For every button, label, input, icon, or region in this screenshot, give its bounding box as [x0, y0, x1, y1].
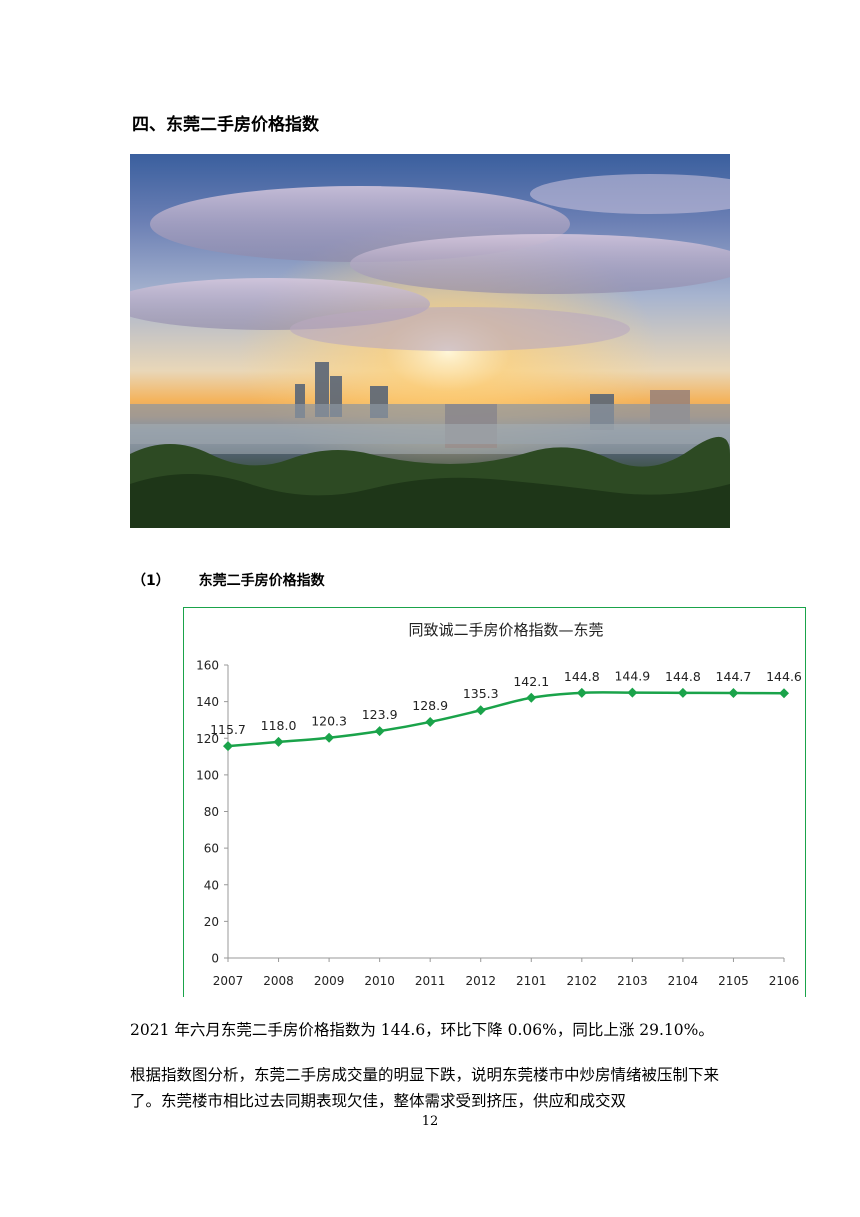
data-label: 144.6 [766, 669, 802, 684]
y-tick-label: 160 [196, 659, 219, 673]
y-tick-label: 40 [204, 878, 219, 892]
price-index-chart: 同致诚二手房价格指数—东莞 0 20 40 60 80 100 120 140 160 2007 20… [183, 607, 806, 997]
y-tick-label: 140 [196, 695, 219, 709]
data-label: 120.3 [311, 714, 347, 729]
city-skyline-photo [130, 154, 730, 528]
data-point [677, 687, 688, 698]
y-tick-label: 60 [204, 842, 219, 856]
data-point [779, 688, 789, 699]
data-label: 118.0 [261, 718, 297, 733]
data-point [576, 687, 587, 698]
data-label: 144.7 [716, 669, 752, 684]
data-point [324, 732, 335, 743]
data-label: 135.3 [463, 686, 499, 701]
x-tick-label: 2104 [668, 974, 699, 988]
page-number: 12 [421, 1114, 439, 1129]
data-point [374, 726, 385, 737]
data-label: 144.8 [564, 669, 600, 684]
data-point [627, 687, 638, 698]
data-label: 144.9 [614, 669, 650, 684]
city-skyline-illustration [130, 154, 730, 528]
x-tick-label: 2102 [567, 974, 598, 988]
y-tick-label: 20 [204, 915, 219, 929]
y-tick-label: 100 [196, 768, 219, 782]
data-label: 142.1 [513, 674, 549, 689]
x-tick-label: 2010 [364, 974, 395, 988]
y-tick-label: 0 [211, 952, 219, 966]
data-label: 128.9 [412, 698, 448, 713]
section-title: 四、东莞二手房价格指数 [132, 115, 319, 135]
x-tick-label: 2007 [213, 974, 244, 988]
paragraph-analysis: 根据指数图分析，东莞二手房成交量的明显下跌，说明东莞楼市中炒房情绪被压制下来了。… [130, 1066, 720, 1110]
y-tick-label: 80 [204, 805, 219, 819]
subheading-number: （1） [132, 573, 170, 589]
chart-canvas: 同致诚二手房价格指数—东莞 0 20 40 60 80 100 120 140 160 2007 20… [196, 621, 802, 988]
data-point [526, 692, 537, 703]
data-label: 144.8 [665, 669, 701, 684]
x-tick-label: 2103 [617, 974, 648, 988]
x-tick-label: 2011 [415, 974, 446, 988]
data-point [425, 716, 436, 727]
x-tick-label: 2105 [718, 974, 749, 988]
chart-title: 同致诚二手房价格指数—东莞 [408, 621, 603, 639]
data-point [223, 741, 233, 752]
paragraph-summary: 2021 年六月东莞二手房价格指数为 144.6，环比下降 0.06%，同比上涨… [130, 1021, 714, 1039]
data-label: 123.9 [362, 707, 398, 722]
data-point [273, 736, 284, 747]
x-tick-label: 2106 [769, 974, 800, 988]
x-tick-label: 2009 [314, 974, 345, 988]
x-tick-label: 2101 [516, 974, 547, 988]
data-point [728, 688, 739, 699]
x-tick-label: 2012 [465, 974, 496, 988]
x-tick-label: 2008 [263, 974, 294, 988]
subheading: （1） 东莞二手房价格指数 [132, 570, 325, 590]
data-point [475, 705, 486, 716]
data-label: 115.7 [210, 722, 246, 737]
y-tick-label: 120 [196, 732, 219, 746]
subheading-text: 东莞二手房价格指数 [198, 573, 325, 589]
